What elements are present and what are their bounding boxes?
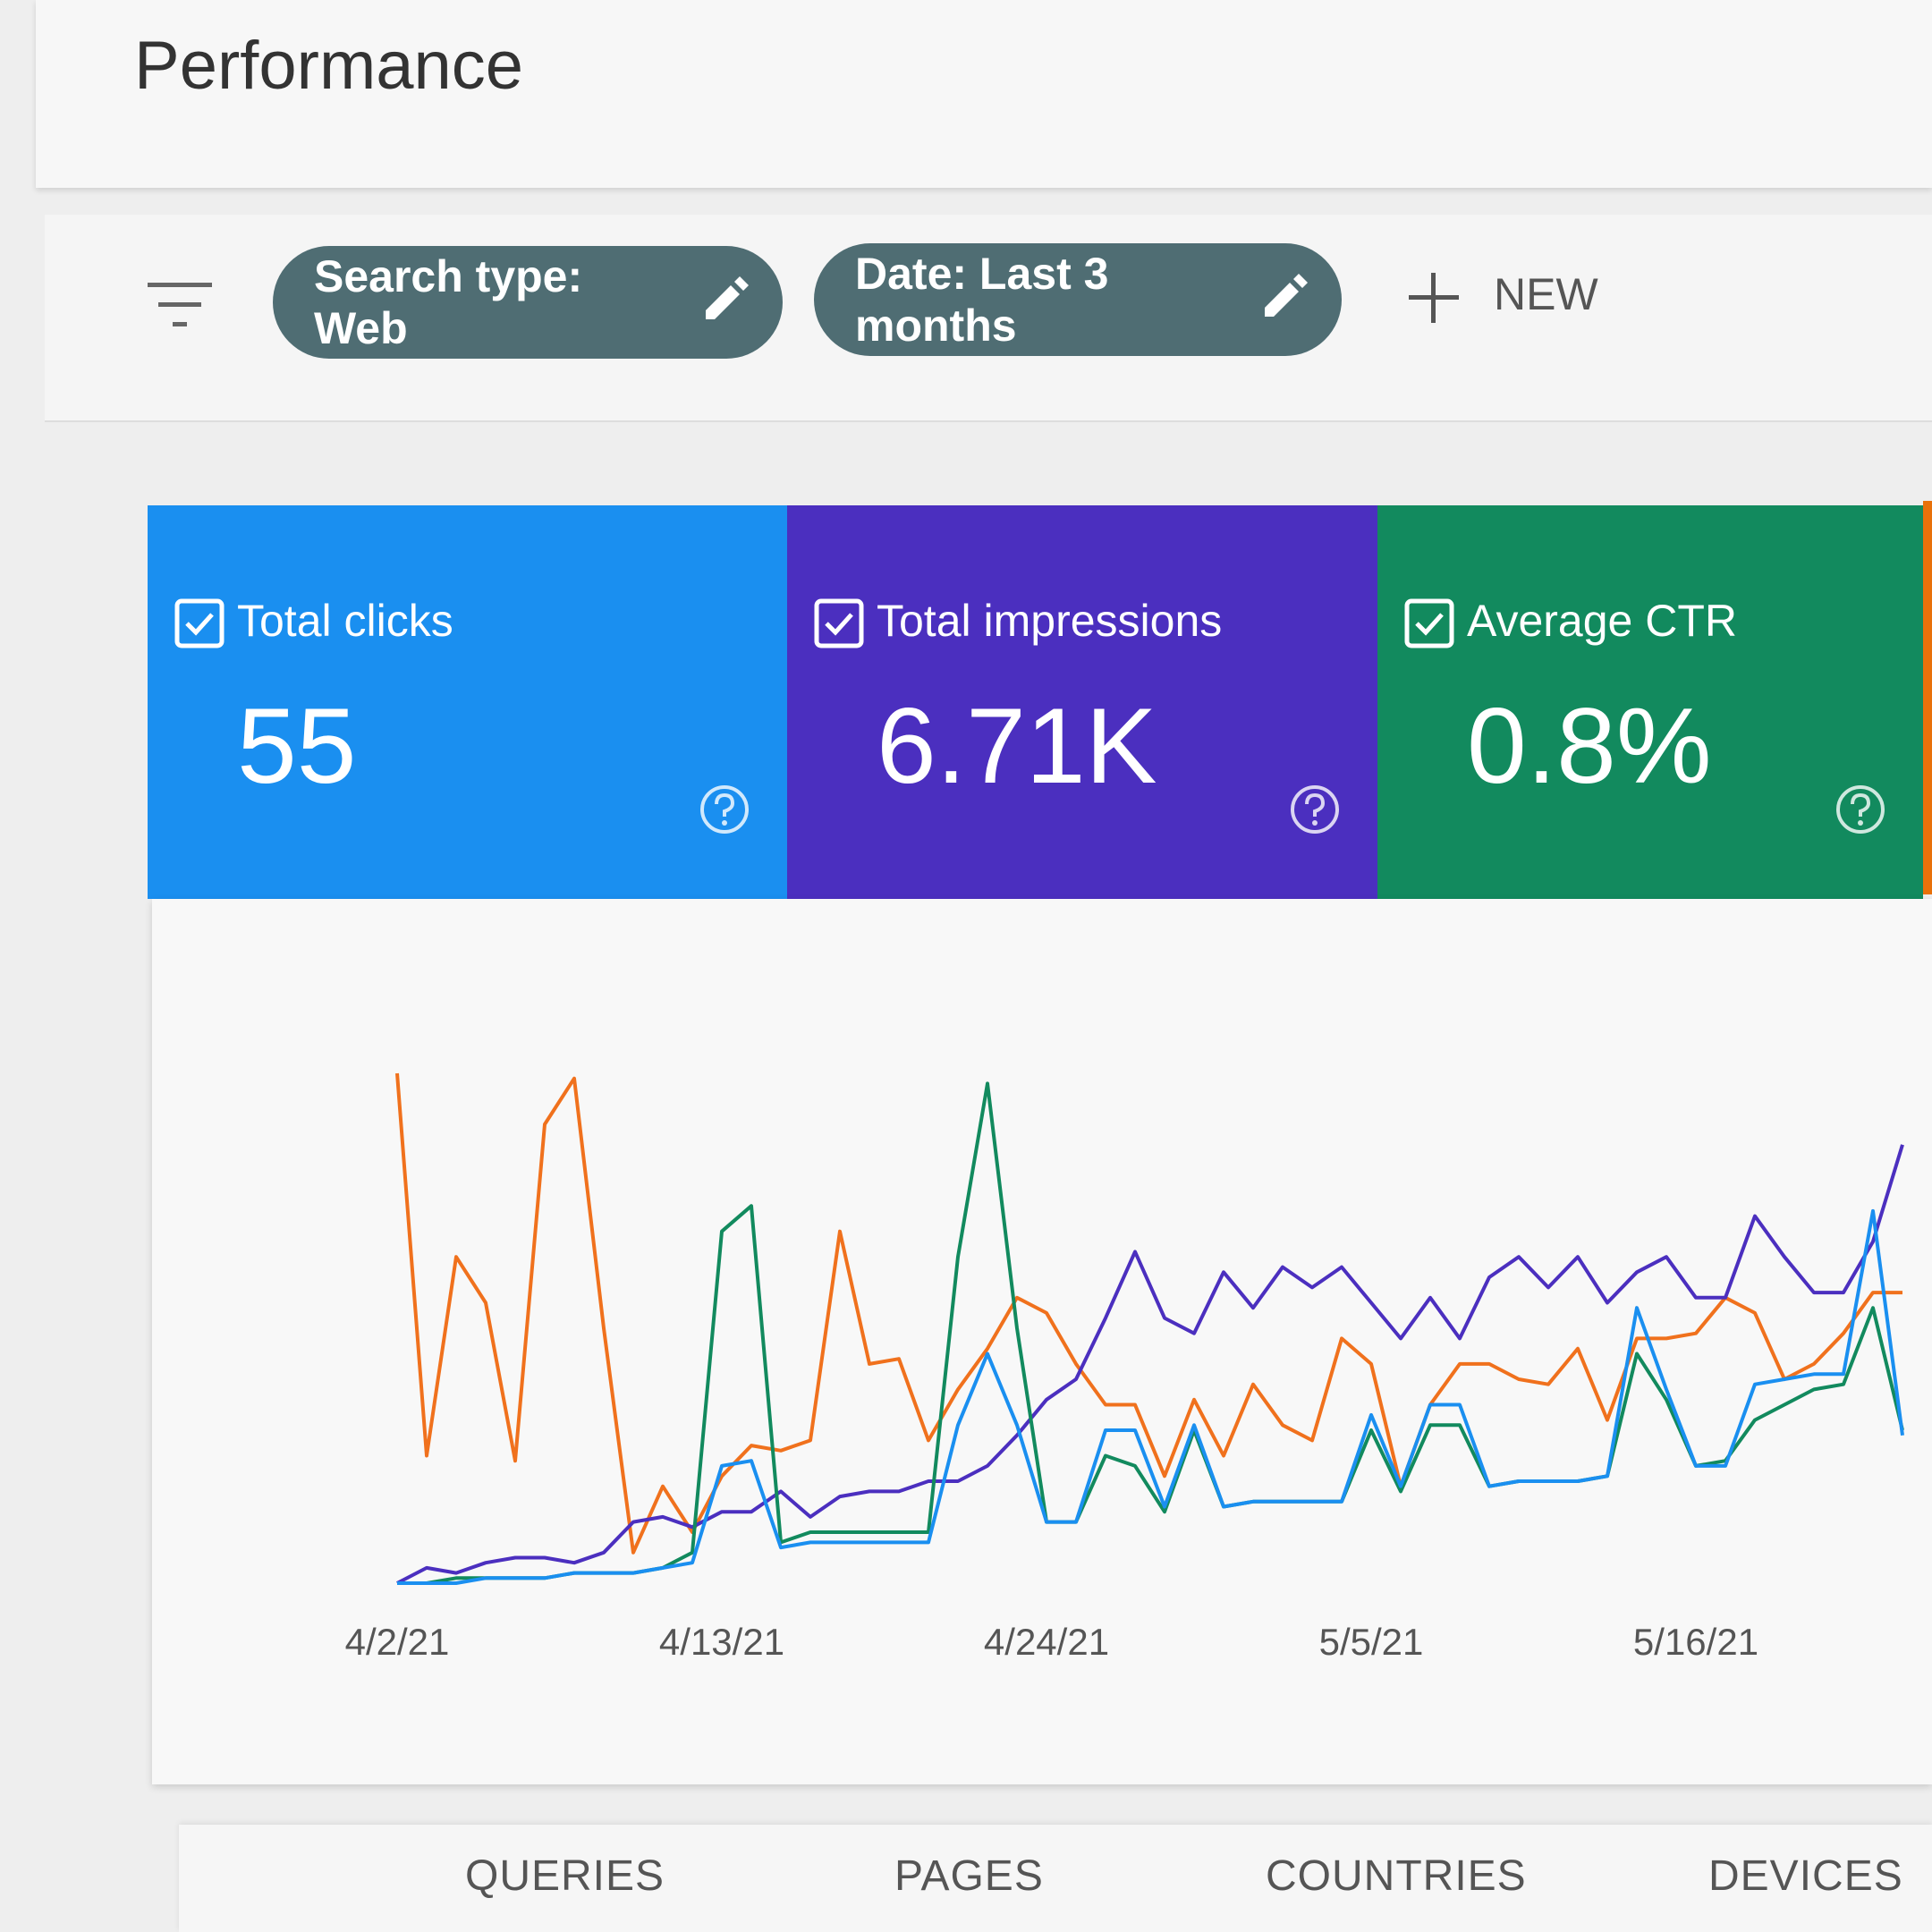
x-tick-label: 5/5/21: [1319, 1621, 1424, 1663]
tab-bar: QUERIES PAGES COUNTRIES DEVICES: [179, 1825, 1932, 1932]
help-icon[interactable]: [1834, 783, 1887, 836]
series-line: [397, 1208, 1904, 1585]
metric-value: 6.71K: [877, 686, 1157, 806]
filter-chip[interactable]: Date: Last 3 months: [814, 243, 1342, 356]
series-line: [396, 1144, 1904, 1585]
checkbox[interactable]: [814, 598, 864, 648]
chart: 4/2/21 4/13/21 4/24/21 5/5/21 5/16/21: [345, 1072, 1904, 1663]
x-tick-label: 5/16/21: [1633, 1621, 1758, 1663]
tab[interactable]: COUNTRIES: [1266, 1852, 1527, 1900]
help-icon[interactable]: [698, 783, 751, 836]
checkbox[interactable]: [174, 598, 225, 648]
metric-card[interactable]: Total clicks 55: [148, 505, 787, 899]
checkbox[interactable]: [1404, 598, 1454, 648]
edit-icon: [706, 276, 749, 319]
metric-label: Average CTR: [1467, 596, 1737, 646]
page-title: Performance: [134, 28, 524, 104]
filter-chip[interactable]: Search type: Web: [273, 246, 783, 359]
new-filter-button[interactable]: NEW: [1494, 269, 1598, 319]
metric-label: Total impressions: [877, 596, 1223, 646]
series-line: [397, 1081, 1904, 1585]
help-icon[interactable]: [1288, 783, 1342, 836]
chip-label: Search type: Web: [314, 251, 583, 353]
filter-icon[interactable]: [148, 279, 219, 333]
metric-value: 0.8%: [1467, 686, 1712, 806]
chip-label: Date: Last 3 months: [855, 249, 1109, 351]
metric-card[interactable]: Average CTR 0.8%: [1377, 505, 1923, 899]
plus-icon[interactable]: [1409, 273, 1459, 323]
tab[interactable]: PAGES: [894, 1852, 1044, 1900]
card-edge: [1923, 501, 1932, 894]
edit-icon: [1265, 274, 1308, 317]
header-bar: [36, 0, 1932, 188]
x-tick-label: 4/24/21: [984, 1621, 1109, 1663]
metric-card[interactable]: Total impressions 6.71K: [787, 505, 1377, 899]
series-line: [395, 1072, 1902, 1555]
metric-value: 55: [237, 686, 357, 806]
x-tick-label: 4/2/21: [345, 1621, 450, 1663]
tab[interactable]: QUERIES: [465, 1852, 665, 1900]
tab[interactable]: DEVICES: [1708, 1852, 1903, 1900]
x-tick-label: 4/13/21: [659, 1621, 784, 1663]
metric-label: Total clicks: [237, 596, 453, 646]
